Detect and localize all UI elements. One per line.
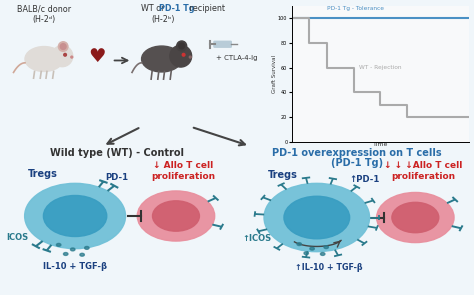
Circle shape — [153, 201, 200, 231]
Circle shape — [25, 183, 126, 249]
Circle shape — [84, 246, 89, 249]
Circle shape — [60, 44, 66, 50]
Text: WT - Rejection: WT - Rejection — [359, 65, 401, 70]
Text: PD-1: PD-1 — [106, 173, 129, 183]
Circle shape — [264, 183, 370, 252]
Y-axis label: Graft Survival: Graft Survival — [272, 55, 277, 93]
Circle shape — [310, 247, 314, 250]
Text: Wild type (WT) - Control: Wild type (WT) - Control — [50, 148, 184, 158]
Text: ↑IL-10 + TGF-β: ↑IL-10 + TGF-β — [295, 263, 362, 272]
Circle shape — [377, 192, 454, 242]
Text: PD-1 Tg: PD-1 Tg — [159, 4, 194, 14]
X-axis label: Time: Time — [373, 142, 388, 147]
Ellipse shape — [142, 46, 182, 72]
Text: BALB/c donor: BALB/c donor — [17, 4, 71, 14]
Text: (PD-1 Tg): (PD-1 Tg) — [331, 158, 383, 168]
Text: WT or: WT or — [141, 4, 167, 14]
Circle shape — [71, 56, 73, 58]
Circle shape — [52, 45, 73, 67]
Circle shape — [297, 243, 301, 245]
Circle shape — [170, 45, 191, 67]
Text: IL-10 + TGF-β: IL-10 + TGF-β — [43, 262, 107, 271]
Text: ↑ICOS: ↑ICOS — [243, 234, 272, 243]
Circle shape — [58, 42, 68, 51]
Circle shape — [44, 196, 107, 237]
Text: proliferation: proliferation — [151, 172, 215, 181]
Text: recipient: recipient — [187, 4, 225, 14]
Circle shape — [320, 253, 325, 255]
Circle shape — [179, 43, 184, 49]
Circle shape — [80, 253, 84, 256]
Circle shape — [177, 41, 187, 51]
Circle shape — [64, 53, 66, 56]
Circle shape — [182, 53, 185, 56]
FancyBboxPatch shape — [214, 41, 231, 47]
Text: ↓ ↓ ↓Allo T cell: ↓ ↓ ↓Allo T cell — [384, 161, 463, 170]
Circle shape — [324, 246, 328, 249]
Text: (H-2ᵈ): (H-2ᵈ) — [32, 15, 56, 24]
Text: PD-1 Tg - Tolerance: PD-1 Tg - Tolerance — [327, 6, 384, 11]
Text: proliferation: proliferation — [392, 172, 456, 181]
Text: ↑PD-1: ↑PD-1 — [350, 175, 380, 184]
Text: ICOS: ICOS — [6, 233, 28, 242]
Circle shape — [189, 56, 191, 58]
Text: Tregs: Tregs — [267, 171, 297, 181]
Text: (H-2ᵇ): (H-2ᵇ) — [151, 15, 175, 24]
Circle shape — [56, 243, 61, 246]
Circle shape — [64, 253, 68, 255]
Circle shape — [71, 248, 75, 251]
Text: + CTLA-4-Ig: + CTLA-4-Ig — [216, 55, 257, 60]
Circle shape — [284, 196, 350, 239]
Text: PD-1 overexpression on T cells: PD-1 overexpression on T cells — [272, 148, 441, 158]
Text: ↓ Allo T cell: ↓ Allo T cell — [153, 161, 213, 170]
Text: ♥: ♥ — [88, 47, 106, 65]
Circle shape — [304, 252, 309, 255]
Circle shape — [137, 191, 215, 241]
Circle shape — [392, 202, 439, 233]
Text: Tregs: Tregs — [28, 169, 58, 179]
Ellipse shape — [25, 47, 63, 71]
